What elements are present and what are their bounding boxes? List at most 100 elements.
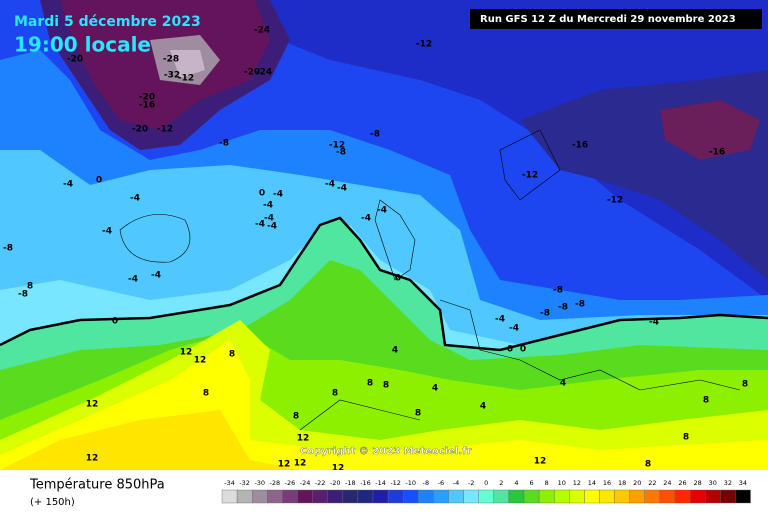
scale-swatch bbox=[251, 489, 268, 504]
contour-label: 4 bbox=[480, 402, 486, 412]
scale-swatch bbox=[478, 489, 495, 504]
scale-label: -8 bbox=[423, 479, 429, 487]
scale-label: -18 bbox=[345, 479, 356, 487]
contour-label: 12 bbox=[297, 434, 310, 444]
contour-label: 8 bbox=[683, 433, 689, 443]
scale-swatch bbox=[629, 489, 646, 504]
contour-label: -4 bbox=[273, 190, 283, 200]
contour-label: -16 bbox=[709, 148, 725, 158]
contour-label: 8 bbox=[27, 282, 33, 292]
scale-swatch bbox=[659, 489, 676, 504]
run-box bbox=[470, 9, 762, 29]
scale-label: 4 bbox=[514, 479, 518, 487]
contour-label: -16 bbox=[572, 141, 588, 151]
scale-swatch bbox=[599, 489, 615, 504]
scale-label: -6 bbox=[438, 479, 444, 487]
contour-label: -4 bbox=[63, 180, 73, 190]
scale-label: -24 bbox=[300, 479, 311, 487]
scale-swatch bbox=[297, 489, 313, 504]
contour-label: 0 bbox=[395, 274, 401, 284]
contour-label: 8 bbox=[383, 381, 389, 391]
scale-swatch bbox=[342, 489, 359, 504]
contour-label: 12 bbox=[194, 356, 207, 366]
contour-label: 12 bbox=[86, 454, 99, 464]
scale-swatch bbox=[720, 489, 736, 504]
contour-label: -20 bbox=[139, 93, 155, 103]
contour-label: -4 bbox=[325, 180, 335, 190]
contour-label: 8 bbox=[703, 396, 709, 406]
scale-swatch bbox=[357, 489, 374, 504]
contour-label: -8 bbox=[575, 300, 585, 310]
contour-label: -12 bbox=[607, 196, 623, 206]
footer-title: Température 850hPa bbox=[29, 478, 165, 493]
contour-label: -24 bbox=[254, 26, 270, 36]
contour-label: -4 bbox=[263, 201, 273, 211]
contour-label: 0 bbox=[520, 345, 526, 355]
scale-label: 34 bbox=[739, 479, 747, 487]
time: 19:00 locale bbox=[14, 33, 151, 57]
scale-label: -10 bbox=[405, 479, 416, 487]
scale-label: 30 bbox=[709, 479, 717, 487]
contour-label: -20 bbox=[67, 55, 83, 65]
color-scale: -34 -32 -30 -28 -26 -24 -22 -20 -18 -16 -14 -12 -10-… bbox=[221, 479, 751, 504]
scale-swatch bbox=[312, 489, 328, 504]
contour-label: -12 bbox=[522, 171, 538, 181]
run-info: Run GFS 12 Z du Mercredi 29 novembre 202… bbox=[480, 14, 736, 25]
scale-label: 24 bbox=[663, 479, 671, 487]
scale-swatch bbox=[327, 489, 344, 504]
scale-swatch bbox=[221, 489, 238, 504]
contour-label: -8 bbox=[3, 244, 13, 254]
scale-label: -26 bbox=[285, 479, 296, 487]
contour-label: 0 bbox=[259, 189, 265, 199]
contour-label: -8 bbox=[540, 309, 550, 319]
scale-label: -4 bbox=[453, 479, 459, 487]
contour-label: -20 bbox=[244, 68, 260, 78]
date: Mardi 5 décembre 2023 bbox=[14, 14, 201, 30]
scale-swatch bbox=[584, 489, 600, 504]
contour-label: 4 bbox=[432, 384, 438, 394]
scale-label: 32 bbox=[724, 479, 732, 487]
contour-label: -8 bbox=[370, 130, 380, 140]
scale-label: 10 bbox=[558, 479, 566, 487]
scale-swatch bbox=[674, 489, 691, 504]
contour-label: -4 bbox=[337, 184, 347, 194]
contour-label: 8 bbox=[332, 389, 338, 399]
contour-label: -4 bbox=[128, 275, 138, 285]
scale-label: -28 bbox=[270, 479, 281, 487]
scale-label: 8 bbox=[545, 479, 549, 487]
copyright: Copyright © 2023 Meteociel.fr bbox=[300, 446, 471, 457]
scale-label: -32 bbox=[239, 479, 250, 487]
contour-label: -8 bbox=[219, 139, 229, 149]
contour-label: -20 bbox=[132, 125, 148, 135]
scale-swatch bbox=[372, 489, 389, 504]
contour-label: 0 bbox=[112, 317, 118, 327]
contour-label: -4 bbox=[255, 220, 265, 230]
contour-label: -16 bbox=[139, 101, 155, 111]
contour-label: 8 bbox=[742, 380, 748, 390]
contour-label: 8 bbox=[415, 409, 421, 419]
contour-label: -4 bbox=[267, 222, 277, 232]
contour-label: 8 bbox=[367, 379, 373, 389]
scale-swatch bbox=[267, 489, 283, 504]
scale-label: -14 bbox=[375, 479, 386, 487]
scale-swatch bbox=[705, 489, 721, 504]
scale-swatch bbox=[569, 489, 585, 504]
scale-label: -16 bbox=[360, 479, 371, 487]
contour-label: -8 bbox=[18, 290, 28, 300]
scale-swatch bbox=[508, 489, 525, 504]
scale-swatch bbox=[538, 489, 555, 504]
scale-label: 26 bbox=[678, 479, 686, 487]
scale-label: -30 bbox=[254, 479, 265, 487]
scale-swatch bbox=[523, 489, 540, 504]
contour-label: -4 bbox=[102, 227, 112, 237]
contour-label: -28 bbox=[163, 55, 179, 65]
contour-label: 0 bbox=[96, 176, 102, 186]
contour-label: 12 bbox=[534, 457, 547, 467]
scale-label: 16 bbox=[603, 479, 611, 487]
contour-label: -8 bbox=[336, 148, 346, 158]
contour-label: 8 bbox=[645, 460, 651, 470]
contour-label: 4 bbox=[392, 346, 398, 356]
contour-label: -12 bbox=[416, 40, 432, 50]
scale-swatch bbox=[614, 489, 630, 504]
